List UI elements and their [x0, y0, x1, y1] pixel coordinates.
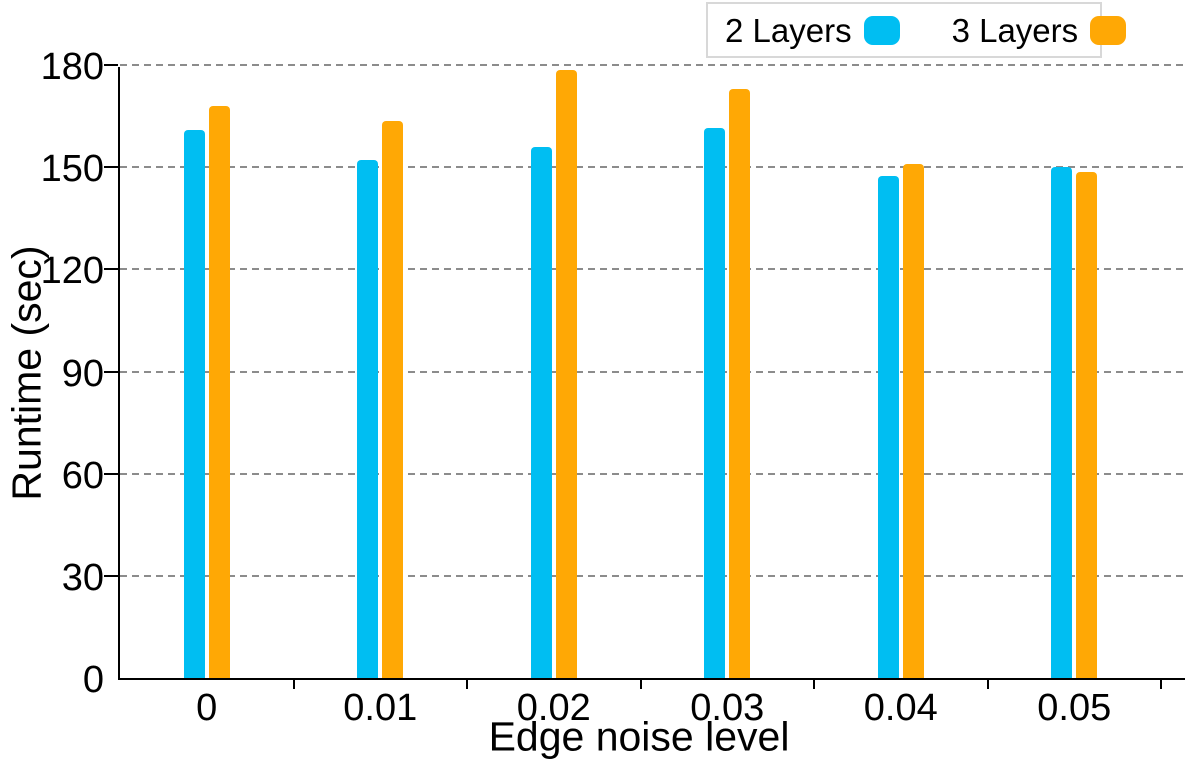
- y-axis-tick-180: [104, 64, 118, 66]
- x-axis-tick-2: [466, 678, 468, 689]
- legend-swatch-3-layers-icon: [1090, 15, 1127, 45]
- gridline-120: [120, 268, 1185, 271]
- x-axis-tick-4: [813, 678, 815, 689]
- x-axis-title: Edge noise level: [488, 713, 790, 760]
- gridline-30: [120, 574, 1185, 577]
- x-axis-tick-3: [639, 678, 642, 689]
- y-tick-label-150: 150: [40, 148, 104, 191]
- x-axis-tick-5: [986, 678, 989, 689]
- y-axis-tick-60: [104, 472, 118, 475]
- bar-2-layers-0.01: [357, 160, 379, 678]
- x-tick-label-0.03: 0.03: [690, 687, 765, 729]
- y-axis-tick-30: [104, 574, 118, 577]
- bar-3-layers-0.04: [902, 163, 924, 678]
- bar-2-layers-0.05: [1051, 167, 1073, 678]
- bar-3-layers-0.03: [729, 88, 751, 678]
- x-tick-label-0.05: 0.05: [1037, 687, 1112, 729]
- y-axis-tick-120: [104, 268, 118, 271]
- y-tick-label-120: 120: [40, 250, 104, 293]
- y-axis-tick-90: [104, 370, 118, 373]
- gridline-60: [120, 472, 1185, 475]
- x-tick-label-0.01: 0.01: [343, 687, 418, 729]
- legend-label-2-layers: 2 Layers: [725, 11, 852, 49]
- y-tick-label-90: 90: [61, 352, 104, 395]
- bar-2-layers-0.04: [877, 175, 899, 678]
- bar-3-layers-0.02: [555, 70, 577, 678]
- legend-swatch-2-layers-icon: [863, 15, 900, 45]
- y-tick-label-0: 0: [82, 659, 104, 701]
- bar-2-layers-0: [183, 129, 205, 678]
- y-tick-label-30: 30: [61, 556, 104, 599]
- bar-3-layers-0.01: [382, 121, 404, 678]
- x-tick-label-0.02: 0.02: [516, 687, 591, 729]
- legend-label-3-layers: 3 Layers: [951, 11, 1079, 49]
- bar-2-layers-0.03: [704, 128, 726, 678]
- gridline-90: [120, 370, 1185, 373]
- x-axis-tick-1: [292, 678, 295, 689]
- x-tick-label-0.04: 0.04: [863, 687, 938, 729]
- legend-entry-2-layers: 2 Layers: [725, 14, 900, 47]
- bar-2-layers-0.02: [530, 146, 552, 678]
- bar-3-layers-0.05: [1076, 172, 1098, 678]
- y-tick-labels: 0 30 60 90 120 150 180: [0, 46, 104, 701]
- y-tick-label-60: 60: [61, 454, 104, 497]
- plot-area: 0 0.01 0.02 0.03 0.04 0.05: [104, 64, 1185, 729]
- gridline-180: [120, 64, 1185, 66]
- bar-3-layers-0: [208, 105, 230, 678]
- x-tick-label-0: 0: [196, 687, 218, 729]
- y-tick-label-180: 180: [40, 46, 104, 88]
- gridline-150: [120, 166, 1185, 169]
- y-axis-tick-150: [104, 166, 118, 169]
- legend: 2 Layers 3 Layers: [706, 2, 1127, 58]
- legend-entry-3-layers: 3 Layers: [952, 14, 1127, 47]
- x-axis-tick-6: [1160, 678, 1162, 689]
